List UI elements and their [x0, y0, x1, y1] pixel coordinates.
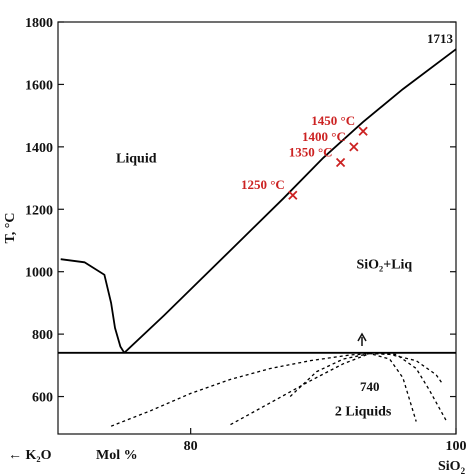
y-tick-label: 1600	[25, 78, 53, 93]
temperature-marker	[288, 190, 298, 200]
region-label: 2 Liquids	[335, 404, 392, 419]
y-tick-label: 600	[32, 391, 53, 406]
temperature-marker-label: 1400 °C	[302, 129, 346, 144]
melting-point-label: 1713	[427, 31, 454, 46]
region-labels: Liquid SiO₂+Liq 2 Liquids 1713 740	[116, 31, 453, 419]
y-tick-label: 800	[32, 328, 53, 343]
x-tick-label: 100	[446, 439, 467, 454]
x-right-end-label: SiO2	[438, 459, 466, 474]
region-label: SiO₂+Liq	[356, 258, 412, 273]
x-right-end-label-subscript: 2	[461, 466, 466, 474]
x-right-end-label-text: SiO	[438, 459, 461, 474]
x-axis-label: Mol %	[96, 448, 138, 463]
y-tick-label: 1400	[25, 141, 53, 156]
phase-boundaries	[58, 48, 457, 427]
y-axis-label: T, °C	[3, 212, 18, 243]
temperature-marker-label: 1250 °C	[241, 177, 285, 192]
temperature-marker-label: 1450 °C	[311, 113, 355, 128]
temperature-marker	[349, 142, 359, 152]
solid-curve-0	[60, 258, 126, 354]
y-tick-label: 1200	[25, 203, 53, 218]
x-left-end-label: ← K₂O	[8, 448, 52, 463]
immiscibility-temperature-label: 740	[360, 379, 380, 394]
axis-ticks: 600 800 1000 1200 1400 1600 1800 80 100	[25, 16, 467, 454]
temperature-marker	[335, 157, 346, 168]
y-tick-label: 1800	[25, 16, 53, 31]
x-tick-label: 80	[184, 439, 198, 454]
solid-curve-1	[123, 48, 457, 354]
region-label: Liquid	[116, 151, 157, 166]
y-tick-label: 1000	[25, 266, 53, 281]
dashed-curve-3	[110, 352, 444, 427]
temperature-marker-label: 1350 °C	[289, 144, 333, 159]
dashed-curve-5	[289, 352, 417, 422]
plot-area-frame	[57, 21, 457, 435]
temperature-marker	[358, 126, 368, 136]
immiscibility-arrow	[357, 332, 367, 346]
